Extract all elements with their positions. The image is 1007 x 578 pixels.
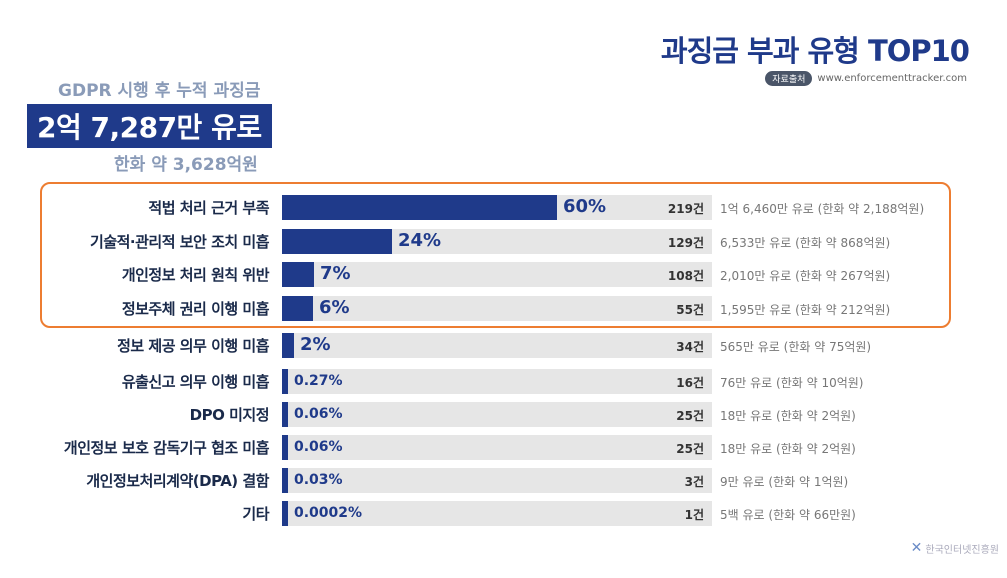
percent-label: 0.06% (294, 406, 343, 422)
bar (282, 195, 557, 220)
count-label: 219건 (667, 202, 704, 216)
count-label: 55건 (676, 303, 704, 317)
percent-label: 24% (398, 230, 442, 251)
count-label: 34건 (676, 340, 704, 354)
percent-label: 0.0002% (294, 505, 363, 521)
bar-track: 0.06% 25건 (282, 402, 712, 427)
summary-caption: GDPR 시행 후 누적 과징금 (58, 81, 261, 101)
bar-row: 정보 제공 의무 이행 미흡 2% 34건 565만 유로 (한화 약 75억원… (0, 333, 1007, 359)
category-label: 적법 처리 근거 부족 (148, 199, 269, 217)
bar-row: DPO 미지정 0.06% 25건 18만 유로 (한화 약 2억원) (0, 402, 1007, 428)
bar-row: 정보주체 권리 이행 미흡 6% 55건 1,595만 유로 (한화 약 212… (0, 296, 1007, 322)
bar-track: 7% 108건 (282, 262, 712, 287)
count-label: 25건 (676, 409, 704, 423)
bar (282, 229, 392, 254)
bar (282, 262, 314, 287)
amount-label: 18만 유로 (한화 약 2억원) (720, 409, 856, 423)
amount-label: 9만 유로 (한화 약 1억원) (720, 475, 849, 489)
count-label: 16건 (676, 376, 704, 390)
percent-label: 7% (320, 263, 351, 284)
count-label: 129건 (667, 236, 704, 250)
bar-row: 유출신고 의무 이행 미흡 0.27% 16건 76만 유로 (한화 약 10억… (0, 369, 1007, 395)
percent-label: 60% (563, 196, 607, 217)
bar (282, 296, 313, 321)
amount-label: 5백 유로 (한화 약 66만원) (720, 508, 856, 522)
summary-total: 2억 7,287만 유로 (27, 104, 272, 148)
bar-track: 0.06% 25건 (282, 435, 712, 460)
amount-label: 18만 유로 (한화 약 2억원) (720, 442, 856, 456)
amount-label: 565만 유로 (한화 약 75억원) (720, 340, 872, 354)
percent-label: 0.03% (294, 472, 343, 488)
bar-row: 개인정보 처리 원칙 위반 7% 108건 2,010만 유로 (한화 약 26… (0, 262, 1007, 288)
bar (282, 435, 288, 460)
count-label: 25건 (676, 442, 704, 456)
bar (282, 333, 294, 358)
bar-row: 기술적·관리적 보안 조치 미흡 24% 129건 6,533만 유로 (한화 … (0, 229, 1007, 255)
source-url: www.enforcementtracker.com (817, 73, 967, 84)
count-label: 3건 (684, 475, 704, 489)
summary-krw: 한화 약 3,628억원 (114, 155, 258, 175)
bar-row: 개인정보 보호 감독기구 협조 미흡 0.06% 25건 18만 유로 (한화 … (0, 435, 1007, 461)
percent-label: 0.06% (294, 439, 343, 455)
category-label: DPO 미지정 (189, 406, 270, 424)
amount-label: 1억 6,460만 유로 (한화 약 2,188억원) (720, 202, 925, 216)
bar-track: 60% 219건 (282, 195, 712, 220)
bar-track: 2% 34건 (282, 333, 712, 358)
count-label: 1건 (684, 508, 704, 522)
category-label: 기술적·관리적 보안 조치 미흡 (90, 233, 269, 251)
bar-track: 0.0002% 1건 (282, 501, 712, 526)
source-tag: 자료출처 (765, 71, 813, 86)
category-label: 개인정보처리계약(DPA) 결함 (86, 472, 269, 490)
amount-label: 1,595만 유로 (한화 약 212억원) (720, 303, 891, 317)
percent-label: 2% (300, 334, 331, 355)
category-label: 개인정보 처리 원칙 위반 (121, 266, 270, 284)
bar (282, 468, 288, 493)
percent-label: 6% (319, 297, 350, 318)
category-label: 기타 (242, 505, 269, 523)
amount-label: 76만 유로 (한화 약 10억원) (720, 376, 864, 390)
bar-track: 6% 55건 (282, 296, 712, 321)
count-label: 108건 (667, 269, 704, 283)
bar-track: 0.03% 3건 (282, 468, 712, 493)
bar-track: 0.27% 16건 (282, 369, 712, 394)
bar-track: 24% 129건 (282, 229, 712, 254)
page-title: 과징금 부과 유형 TOP10 (660, 34, 970, 68)
category-label: 개인정보 보호 감독기구 협조 미흡 (63, 439, 270, 457)
bar (282, 402, 288, 427)
bar (282, 501, 288, 526)
bar-row: 기타 0.0002% 1건 5백 유로 (한화 약 66만원) (0, 501, 1007, 527)
category-label: 정보주체 권리 이행 미흡 (121, 300, 270, 318)
bar (282, 369, 288, 394)
percent-label: 0.27% (294, 373, 343, 389)
bar-row: 적법 처리 근거 부족 60% 219건 1억 6,460만 유로 (한화 약 … (0, 195, 1007, 221)
kisa-logo: ✕ 한국인터넷진흥원 (910, 540, 999, 556)
category-label: 정보 제공 의무 이행 미흡 (117, 337, 269, 355)
category-label: 유출신고 의무 이행 미흡 (121, 373, 270, 391)
top4-highlight-box (40, 182, 951, 328)
bar-row: 개인정보처리계약(DPA) 결함 0.03% 3건 9만 유로 (한화 약 1억… (0, 468, 1007, 494)
amount-label: 2,010만 유로 (한화 약 267억원) (720, 269, 891, 283)
amount-label: 6,533만 유로 (한화 약 868억원) (720, 236, 891, 250)
source: 자료출처 www.enforcementtracker.com (765, 71, 967, 86)
